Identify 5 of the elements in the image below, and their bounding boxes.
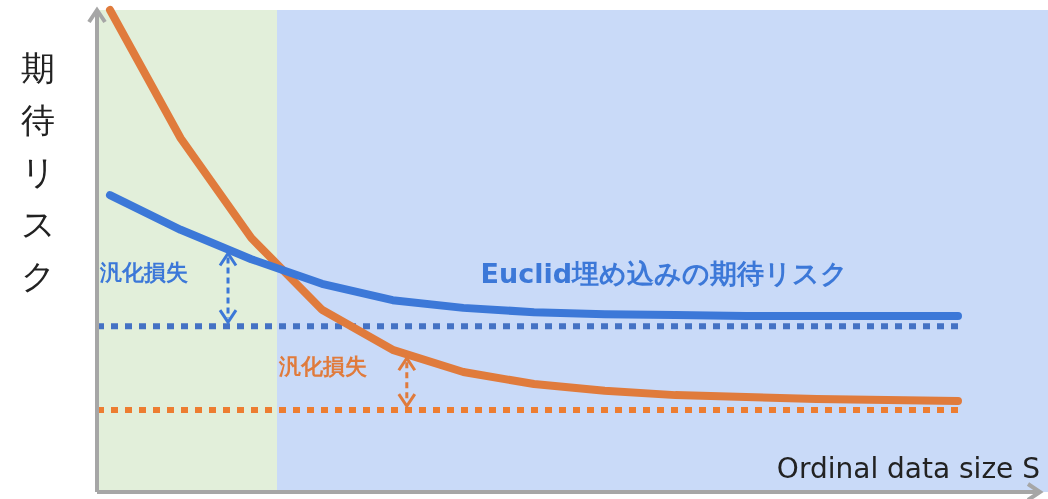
series-label: Euclid埋め込みの期待リスク (480, 258, 848, 290)
x-axis-title: Ordinal data size S (776, 452, 1040, 485)
annotation: 汎化損失 (277, 354, 367, 380)
y-axis-title: 期待リスク (20, 48, 56, 296)
annotation: 汎化損失 (99, 259, 189, 285)
